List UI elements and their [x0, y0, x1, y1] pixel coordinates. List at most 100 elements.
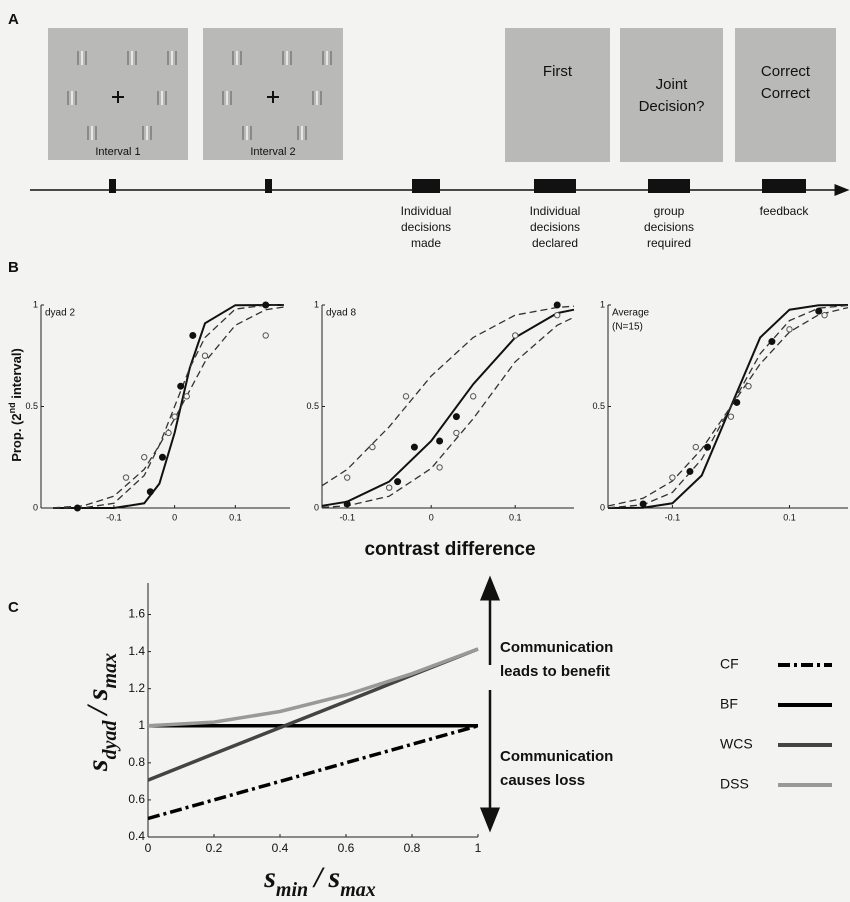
data-point	[262, 332, 269, 339]
display-text: First	[543, 63, 573, 80]
data-point	[692, 443, 700, 451]
chart-subtitle: (N=15)	[612, 322, 643, 333]
panel-label: A	[8, 11, 19, 28]
x-tick-label: -0.1	[339, 512, 355, 522]
series-line	[607, 304, 849, 509]
display-screen	[620, 28, 723, 162]
x-tick-label: 0.1	[783, 512, 796, 522]
data-point	[436, 437, 444, 445]
display-text: Correct	[761, 63, 811, 80]
y-tick-label: 0	[314, 502, 319, 512]
series-line	[147, 647, 479, 728]
x-axis-label: smin / smax	[263, 861, 376, 901]
x-tick-label: 0	[145, 841, 152, 855]
event-label: declared	[532, 236, 578, 250]
data-point	[386, 484, 393, 491]
x-tick-label: 1	[475, 841, 482, 855]
data-point	[470, 393, 477, 400]
y-tick-label: 1.2	[128, 681, 145, 695]
x-tick-label: 0.1	[229, 512, 242, 522]
data-point	[394, 478, 402, 486]
time-marker	[762, 179, 806, 193]
data-point	[768, 338, 776, 346]
event-label: feedback	[760, 204, 810, 218]
display-text: Correct	[761, 85, 811, 102]
x-tick-label: 0.6	[338, 841, 355, 855]
y-tick-label: 0	[33, 502, 38, 512]
y-tick-label: 0.4	[128, 829, 145, 843]
data-point	[262, 301, 270, 309]
y-tick-label: 1.4	[128, 644, 145, 658]
panel-label: B	[8, 259, 19, 276]
panel-label: C	[8, 599, 19, 616]
label-part: /	[312, 861, 325, 894]
event-label: made	[411, 236, 441, 250]
data-point	[821, 311, 828, 319]
series-line	[607, 306, 849, 507]
data-point	[669, 474, 676, 481]
x-tick-label: 0.2	[206, 841, 223, 855]
data-point	[745, 383, 752, 390]
data-point	[733, 398, 741, 406]
x-tick-label: 0.1	[509, 512, 522, 522]
label-part: max	[340, 879, 376, 901]
x-axis-label: contrast difference	[364, 539, 535, 560]
label-part: s	[81, 688, 114, 701]
event-label: group	[654, 204, 685, 218]
event-label: Individual	[401, 204, 452, 218]
display-screen	[735, 28, 836, 162]
y-tick-label: 0.8	[128, 755, 145, 769]
display-screen	[505, 28, 610, 162]
time-marker	[109, 179, 116, 193]
legend-label: BF	[720, 696, 738, 712]
y-tick-label: 0.5	[306, 401, 319, 411]
data-point	[177, 382, 185, 390]
time-marker	[648, 179, 690, 193]
data-point	[183, 393, 190, 400]
label-part: dyad	[99, 720, 121, 760]
data-point	[158, 453, 166, 461]
chart-title: Average	[612, 308, 650, 319]
data-point	[369, 443, 376, 451]
y-tick-label: 1.6	[128, 607, 145, 621]
annotation: Communication	[500, 639, 613, 656]
data-point	[512, 332, 519, 339]
legend-label: CF	[720, 656, 739, 672]
chart-title: dyad 2	[45, 308, 75, 319]
annotation: Communication	[500, 748, 613, 765]
screen-label: Interval 2	[250, 146, 295, 158]
y-tick-label: 0.5	[25, 401, 38, 411]
series-line	[607, 304, 849, 509]
y-tick-label: 1	[600, 299, 605, 309]
time-marker	[412, 179, 440, 193]
annotation: causes loss	[500, 772, 585, 789]
data-point	[146, 488, 154, 496]
y-tick-label: 0	[600, 502, 605, 512]
legend-label: DSS	[720, 776, 749, 792]
data-point	[553, 301, 561, 309]
series-line	[53, 304, 284, 509]
time-marker	[265, 179, 272, 193]
data-point	[815, 307, 823, 315]
event-label: required	[647, 236, 691, 250]
data-point	[343, 500, 351, 508]
y-tick-label: 0.6	[128, 792, 145, 806]
series-line	[321, 316, 575, 509]
data-point	[786, 326, 793, 333]
label-part: s	[263, 861, 276, 894]
event-label: Individual	[530, 204, 581, 218]
y-axis-label: Prop. (2nd interval)	[7, 348, 24, 462]
data-point	[436, 464, 443, 471]
data-point	[639, 500, 647, 508]
label-part: s	[81, 759, 114, 772]
data-point	[410, 443, 418, 451]
y-tick-label: 0.5	[592, 401, 605, 411]
series-line	[321, 305, 575, 487]
screen-label: Interval 1	[95, 146, 140, 158]
label-part: interval)	[9, 348, 24, 402]
display-text: Decision?	[639, 98, 705, 115]
x-tick-label: 0.4	[272, 841, 289, 855]
data-point	[165, 429, 172, 437]
x-tick-label: -0.1	[665, 512, 681, 522]
event-label: decisions	[644, 220, 694, 234]
